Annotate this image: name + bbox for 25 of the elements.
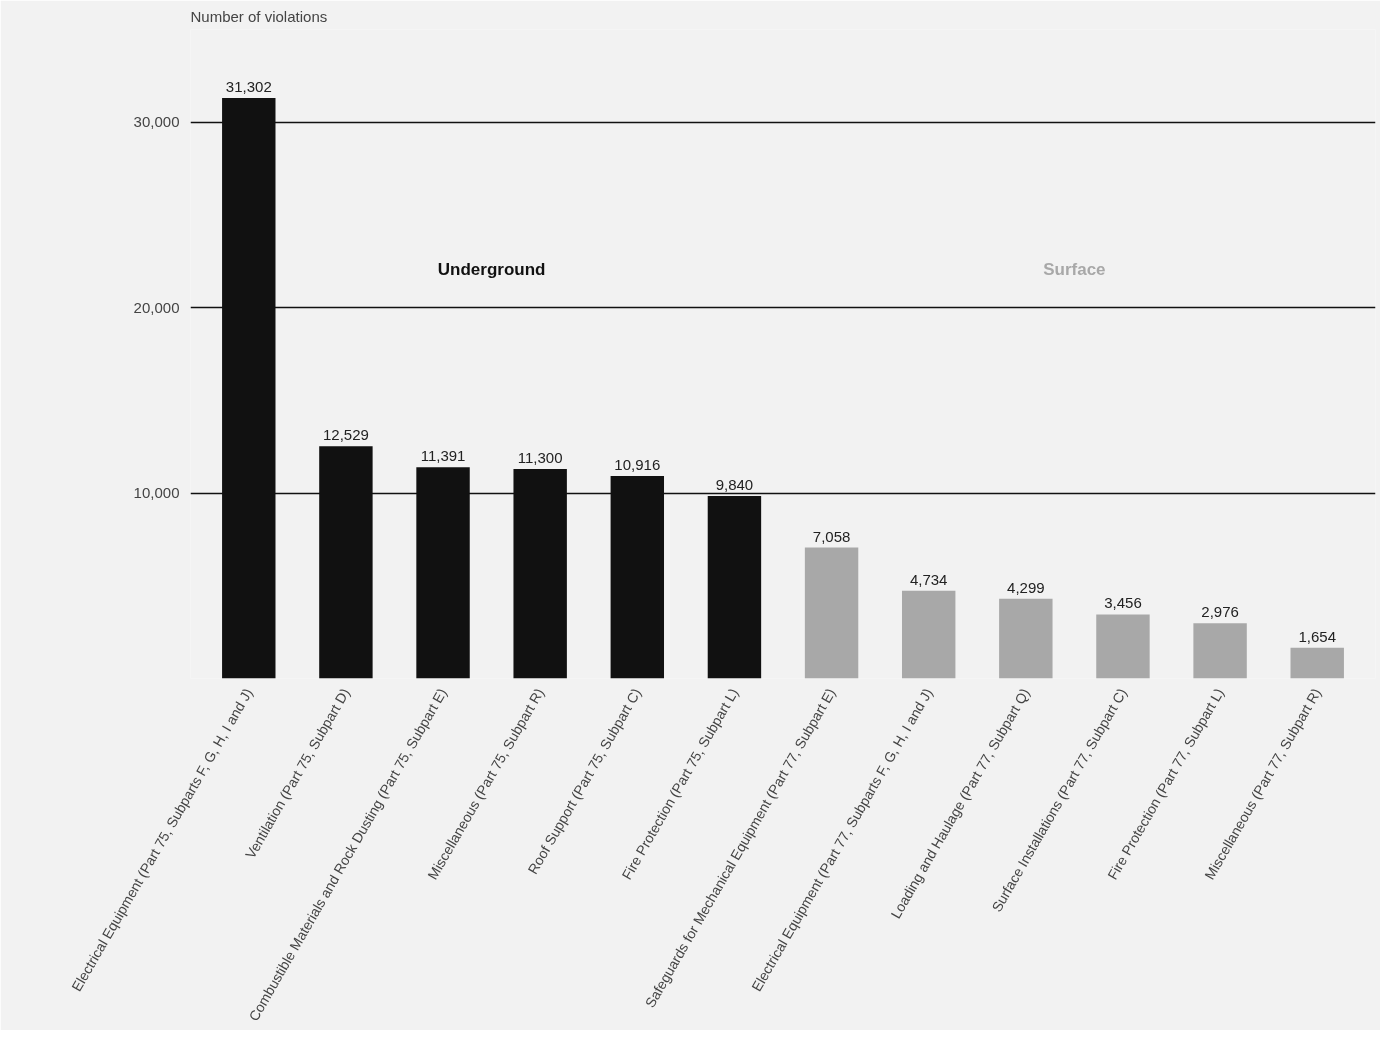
data-label: 9,840 <box>715 476 754 494</box>
y-axis-title: Number of violations <box>190 7 328 25</box>
data-label: 11,391 <box>420 447 466 465</box>
data-label: 31,302 <box>225 78 272 96</box>
y-tick-label: 10,000 <box>133 484 180 502</box>
data-label: 10,916 <box>614 456 661 474</box>
y-tick-label: 30,000 <box>133 113 180 131</box>
bar <box>804 547 859 679</box>
bar <box>1290 647 1344 679</box>
bar <box>1193 623 1247 679</box>
text: Surface <box>1043 260 1106 280</box>
bar <box>901 590 956 679</box>
bar <box>999 598 1053 679</box>
data-label: 7,058 <box>812 527 851 545</box>
data-label: 4,299 <box>1007 578 1045 596</box>
bar <box>1096 614 1150 679</box>
data-label: 12,529 <box>322 426 369 444</box>
data-label: 11,300 <box>517 448 563 466</box>
bar <box>707 496 762 679</box>
text: Underground <box>437 260 546 280</box>
data-label: 1,654 <box>1298 627 1336 645</box>
data-label: 2,976 <box>1201 603 1239 621</box>
data-label: 3,456 <box>1104 594 1142 612</box>
y-tick-label: 20,000 <box>133 298 180 316</box>
data-label: 4,734 <box>909 570 948 588</box>
